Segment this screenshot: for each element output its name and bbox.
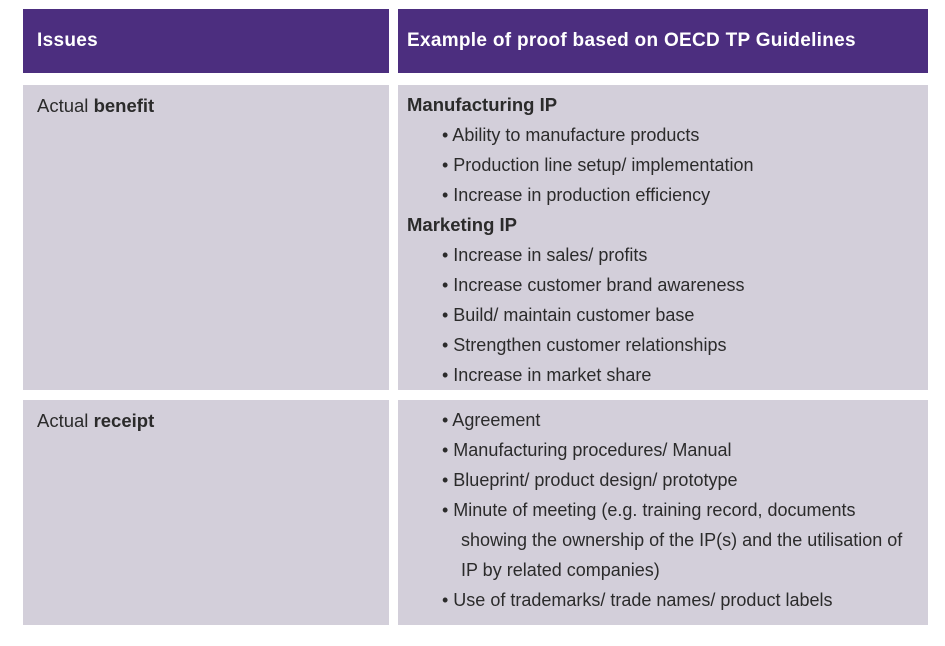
bullet-item: • Increase in sales/ profits bbox=[442, 245, 648, 265]
ip-category-subhead: Manufacturing IP bbox=[407, 94, 558, 115]
issue-keyword: benefit bbox=[93, 95, 155, 116]
table-body: Actual benefit Manufacturing IP • Ability … bbox=[23, 85, 928, 625]
bullet-item: • Minute of meeting (e.g. training recor… bbox=[442, 500, 903, 580]
bullet-item: • Increase in production efficiency bbox=[442, 185, 711, 205]
bullet-item: • Increase customer brand awareness bbox=[442, 275, 745, 295]
bullet-item: • Manufacturing procedures/ Manual bbox=[442, 440, 732, 460]
issue-keyword: receipt bbox=[93, 410, 155, 431]
bullet-item: • Strengthen customer relationships bbox=[442, 335, 727, 355]
issue-prefix: Actual bbox=[37, 95, 94, 116]
table-row: Actual receipt • Agreement • Manufacturing… bbox=[23, 400, 928, 625]
bullet-item: • Build/ maintain customer base bbox=[442, 305, 695, 325]
header-cell-example-of-proof: Example of proof based on OECD TP Guidel… bbox=[398, 9, 928, 73]
issue-cell: Actual receipt bbox=[23, 400, 389, 625]
table-row: Actual benefit Manufacturing IP • Ability … bbox=[23, 85, 928, 390]
bullet-item: • Use of trademarks/ trade names/ produc… bbox=[442, 590, 833, 610]
issue-prefix: Actual bbox=[37, 410, 94, 431]
proof-cell: • Agreement • Manufacturing procedures/ M… bbox=[398, 400, 928, 625]
bullet-item: • Ability to manufacture products bbox=[442, 125, 700, 145]
bullet-item: • Increase in market share bbox=[442, 365, 652, 385]
bullet-item: • Production line setup/ implementation bbox=[442, 155, 754, 175]
ip-category-subhead: Marketing IP bbox=[407, 214, 517, 235]
bullet-item: • Blueprint/ product design/ prototype bbox=[442, 470, 738, 490]
bullet-item: • Agreement bbox=[442, 410, 541, 430]
header-cell-issues: Issues bbox=[23, 9, 389, 73]
tp-guidelines-table: Issues Example of proof based on OECD TP… bbox=[23, 9, 928, 635]
issue-cell: Actual benefit bbox=[23, 85, 389, 390]
table-header-row: Issues Example of proof based on OECD TP… bbox=[23, 9, 928, 73]
proof-cell: Manufacturing IP • Ability to manufacture… bbox=[398, 85, 928, 390]
